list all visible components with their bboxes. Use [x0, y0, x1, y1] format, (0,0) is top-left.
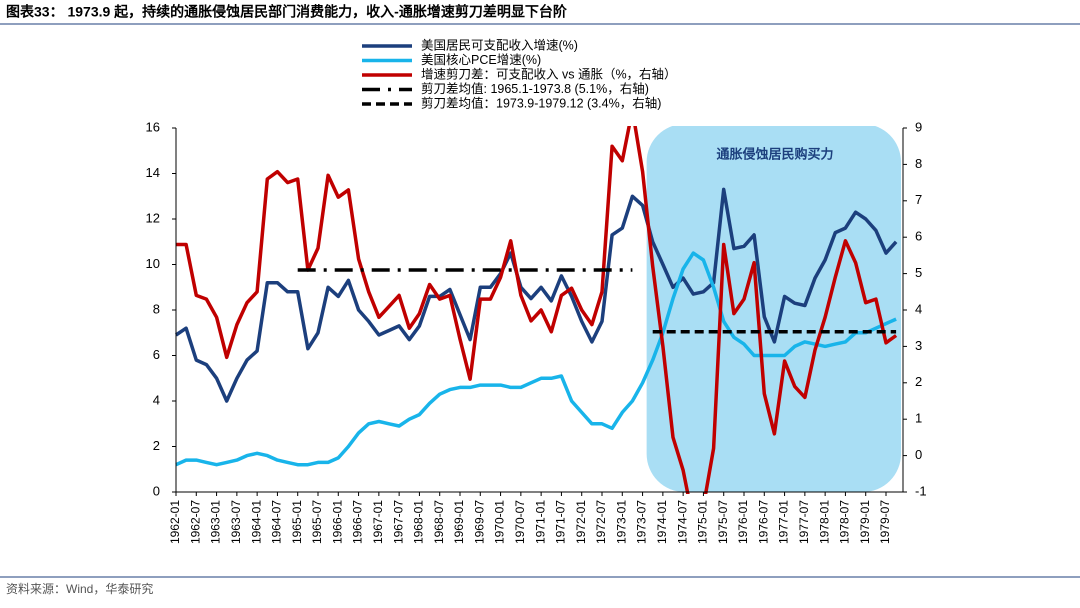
x-tick-label: 1967-01	[371, 500, 385, 544]
x-tick-label: 1962-07	[188, 500, 202, 544]
y-tick-label: 14	[146, 165, 160, 180]
annotation: 通胀侵蚀居民购买力	[716, 146, 833, 161]
x-tick-label: 1972-01	[574, 500, 588, 544]
x-tick-label: 1966-07	[351, 500, 365, 544]
y-tick-label: 12	[146, 210, 160, 225]
y2-tick-label: 0	[915, 447, 922, 462]
x-tick-label: 1965-07	[310, 500, 324, 544]
y-tick-label: 8	[153, 301, 160, 316]
x-tick-label: 1979-01	[858, 500, 872, 544]
legend-label: 剪刀差均值：1973.9-1979.12 (3.4%，右轴)	[421, 95, 661, 110]
source: 资料来源：Wind，华泰研究	[6, 581, 153, 596]
series-line	[175, 187, 898, 403]
x-tick-label: 1971-01	[533, 500, 547, 544]
y2-tick-label: 5	[915, 265, 922, 280]
x-tick-label: 1965-01	[290, 500, 304, 544]
x-tick-label: 1964-01	[249, 500, 263, 544]
legend-label: 美国居民可支配收入增速(%)	[421, 37, 578, 52]
x-tick-label: 1967-07	[391, 500, 405, 544]
y2-tick-label: 9	[915, 119, 922, 134]
x-tick-label: 1977-07	[797, 500, 811, 544]
x-tick-label: 1971-07	[554, 500, 568, 544]
x-tick-label: 1974-01	[655, 500, 669, 544]
y2-tick-label: 7	[915, 192, 922, 207]
chart-title: 图表33： 1973.9 起，持续的通胀侵蚀居民部门消费能力，收入-通胀增速剪刀…	[6, 4, 568, 20]
x-tick-label: 1963-01	[209, 500, 223, 544]
x-tick-label: 1970-07	[513, 500, 527, 544]
x-tick-label: 1978-07	[838, 500, 852, 544]
y-tick-label: 6	[153, 347, 160, 362]
legend-label: 美国核心PCE增速(%)	[421, 52, 541, 67]
y-tick-label: 10	[146, 256, 160, 271]
plot-area	[175, 126, 901, 494]
x-tick-label: 1968-07	[432, 500, 446, 544]
y2-tick-label: 6	[915, 229, 922, 244]
legend-label: 增速剪刀差：可支配收入 vs 通胀（%，右轴）	[421, 66, 677, 81]
y-tick-label: 2	[153, 438, 160, 453]
x-tick-label: 1974-07	[675, 500, 689, 544]
y-tick-label: 4	[153, 392, 160, 407]
x-tick-label: 1966-01	[330, 500, 344, 544]
y2-tick-label: 4	[915, 301, 922, 316]
x-tick-label: 1969-07	[472, 500, 486, 544]
x-tick-label: 1976-01	[736, 500, 750, 544]
x-tick-label: 1973-07	[635, 500, 649, 544]
x-tick-label: 1975-07	[716, 500, 730, 544]
x-tick-label: 1979-07	[878, 500, 892, 544]
y2-tick-label: 3	[915, 338, 922, 353]
highlight-region	[646, 126, 901, 492]
y2-tick-label: 1	[915, 411, 922, 426]
y2-tick-label: 2	[915, 374, 922, 389]
series-line	[176, 126, 898, 494]
y-tick-label: 16	[146, 119, 160, 134]
x-tick-label: 1977-01	[777, 500, 791, 544]
x-tick-label: 1975-01	[696, 500, 710, 544]
series-line	[175, 251, 897, 467]
x-tick-label: 1968-01	[412, 500, 426, 544]
x-tick-label: 1970-01	[493, 500, 507, 544]
x-tick-label: 1976-07	[756, 500, 770, 544]
x-tick-label: 1978-01	[817, 500, 831, 544]
y2-tick-label: 8	[915, 156, 922, 171]
x-tick-label: 1962-01	[168, 500, 182, 544]
x-tick-label: 1964-07	[270, 500, 284, 544]
x-tick-label: 1963-07	[229, 500, 243, 544]
x-tick-label: 1973-01	[614, 500, 628, 544]
legend-label: 剪刀差均值: 1965.1-1973.8 (5.1%，右轴)	[421, 81, 649, 96]
y-tick-label: 0	[153, 483, 160, 498]
y2-tick-label: -1	[915, 483, 927, 498]
x-tick-label: 1972-07	[594, 500, 608, 544]
x-tick-label: 1969-01	[452, 500, 466, 544]
